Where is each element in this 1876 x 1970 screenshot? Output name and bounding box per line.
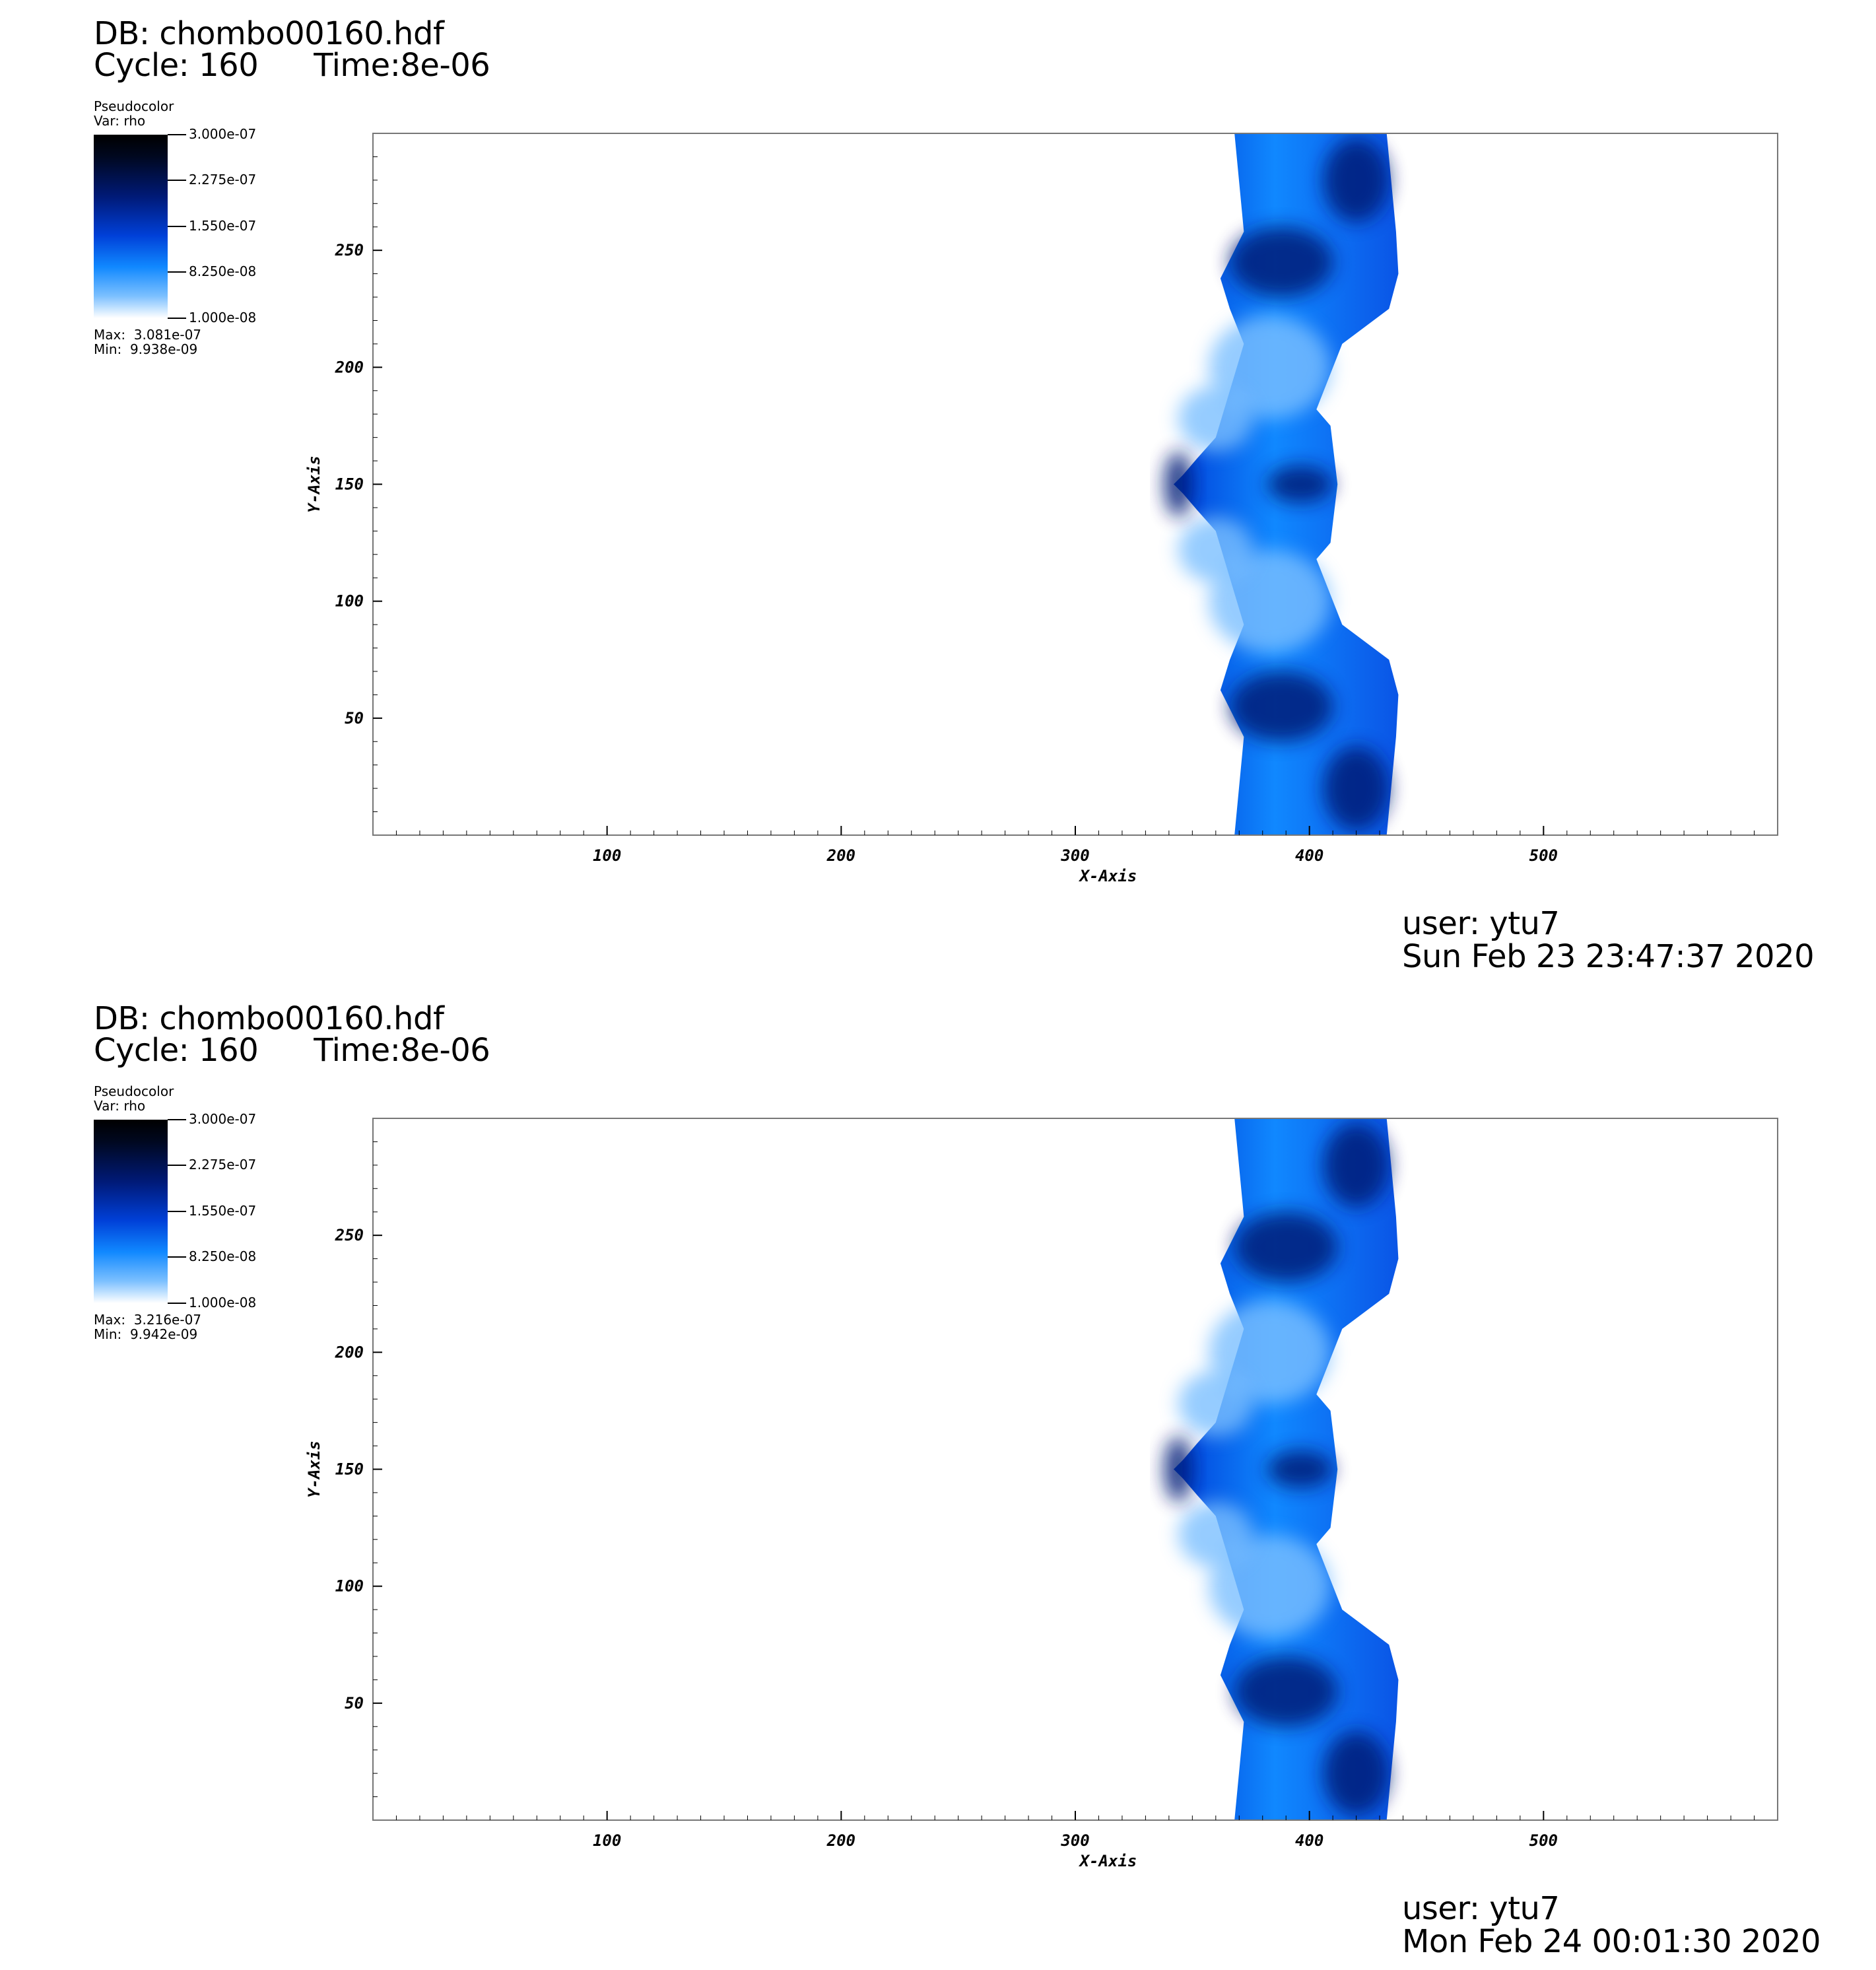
cycle-time-line: Cycle: 160 Time:8e-06 (94, 49, 490, 82)
colorbar-tick-label: 2.275e-07 (189, 172, 257, 187)
time-label: Time:8e-06 (314, 1032, 490, 1069)
y-tick-label: 50 (345, 709, 364, 728)
legend-min: Min: 9.938e-09 (94, 341, 198, 357)
density-field (1164, 1118, 1399, 1820)
x-tick-label: 300 (1060, 846, 1089, 865)
high-density-region (1234, 1211, 1338, 1283)
x-axis-title: X-Axis (1079, 867, 1137, 885)
date-label: Sun Feb 23 23:47:37 2020 (1402, 938, 1815, 975)
cycle-label: Cycle: 160 (94, 47, 259, 84)
colorbar-tick (168, 134, 186, 135)
low-density-region (1209, 1534, 1331, 1638)
colorbar-tick-label: 8.250e-08 (189, 1248, 257, 1264)
colorbar-tick (168, 1303, 186, 1304)
database-title: DB: chombo00160.hdf (94, 15, 444, 52)
y-axis-title: Y-Axis (305, 1441, 323, 1498)
high-density-region (1323, 138, 1390, 222)
cycle-label: Cycle: 160 (94, 1032, 259, 1069)
colorbar-tick (168, 1211, 186, 1212)
low-density-region (1209, 1301, 1331, 1404)
legend-max: Max: 3.216e-07 (94, 1312, 202, 1328)
colorbar-tick-label: 3.000e-07 (189, 1111, 257, 1127)
plot-panel-2: DB: chombo00160.hdf Cycle: 160 Time:8e-06… (0, 985, 1876, 1970)
high-density-region (1164, 451, 1193, 518)
y-tick-label: 50 (345, 1694, 364, 1713)
y-tick-label: 150 (335, 1460, 364, 1479)
legend-variable: Var: rho (94, 113, 146, 129)
colorbar-tick (168, 271, 186, 273)
x-tick-label: 400 (1295, 1831, 1323, 1850)
colorbar-tick-label: 8.250e-08 (189, 263, 257, 279)
colorbar-tick (168, 1165, 186, 1166)
colorbar-tick (168, 180, 186, 181)
high-density-region (1323, 746, 1390, 831)
y-tick-label: 150 (335, 475, 364, 494)
time-label: Time:8e-06 (314, 47, 490, 84)
high-density-region (1267, 465, 1333, 503)
x-tick-label: 500 (1529, 846, 1558, 865)
x-tick-label: 100 (593, 1831, 621, 1850)
low-density-region (1209, 316, 1331, 419)
y-tick-label: 250 (335, 241, 364, 259)
user-label: user: ytu7 (1402, 905, 1560, 942)
pseudocolor-plot: 100 200 300 400 500 50 100 150 200 250 X-Axis Y-Axi… (305, 1118, 1778, 1870)
low-density-region (1178, 517, 1254, 583)
y-tick-label: 250 (335, 1226, 364, 1244)
high-density-region (1230, 671, 1333, 742)
colorbar-tick (168, 1119, 186, 1120)
legend-plot-type: Pseudocolor (94, 98, 174, 114)
high-density-region (1230, 226, 1333, 298)
low-density-region (1178, 386, 1254, 452)
x-axis-title: X-Axis (1079, 1852, 1137, 1870)
legend-variable: Var: rho (94, 1098, 146, 1114)
density-field (1164, 133, 1399, 835)
low-density-region (1178, 1502, 1254, 1568)
x-tick-label: 200 (826, 1831, 855, 1850)
legend-min: Min: 9.942e-09 (94, 1326, 198, 1342)
y-axis-title: Y-Axis (305, 456, 323, 513)
user-label: user: ytu7 (1402, 1890, 1560, 1927)
colorbar-tick-label: 1.550e-07 (189, 1203, 257, 1219)
x-tick-label: 500 (1529, 1831, 1558, 1850)
color-bar (94, 135, 168, 318)
x-tick-label: 400 (1295, 846, 1323, 865)
y-tick-label: 100 (335, 1577, 364, 1596)
colorbar-tick (168, 1256, 186, 1258)
colorbar-tick-label: 1.000e-08 (189, 310, 257, 325)
y-tick-label: 200 (335, 1343, 364, 1361)
legend-max: Max: 3.081e-07 (94, 327, 202, 343)
high-density-region (1323, 1123, 1390, 1207)
high-density-region (1267, 1450, 1333, 1488)
high-density-region (1323, 1731, 1390, 1816)
x-tick-label: 200 (826, 846, 855, 865)
color-bar (94, 1120, 168, 1303)
plot-frame (372, 133, 1778, 836)
colorbar-tick-label: 2.275e-07 (189, 1157, 257, 1172)
low-density-region (1209, 549, 1331, 653)
colorbar-tick-label: 1.550e-07 (189, 218, 257, 234)
pseudocolor-plot: 100 200 300 400 500 50 100 150 200 250 X-Axis Y-Axi… (305, 133, 1778, 885)
database-title: DB: chombo00160.hdf (94, 1000, 444, 1037)
high-density-region (1234, 1656, 1338, 1727)
y-tick-label: 200 (335, 358, 364, 376)
x-tick-label: 100 (593, 846, 621, 865)
y-tick-label: 100 (335, 592, 364, 611)
plot-frame (372, 1118, 1778, 1821)
colorbar-tick (168, 318, 186, 319)
cycle-time-line: Cycle: 160 Time:8e-06 (94, 1034, 490, 1067)
colorbar-tick-label: 3.000e-07 (189, 126, 257, 142)
x-tick-label: 300 (1060, 1831, 1089, 1850)
date-label: Mon Feb 24 00:01:30 2020 (1402, 1923, 1821, 1960)
high-density-region (1164, 1436, 1193, 1503)
colorbar-tick-label: 1.000e-08 (189, 1295, 257, 1310)
low-density-region (1178, 1371, 1254, 1437)
legend-plot-type: Pseudocolor (94, 1083, 174, 1099)
plot-panel-1: DB: chombo00160.hdf Cycle: 160 Time:8e-06… (94, 15, 1815, 975)
colorbar-tick (168, 226, 186, 227)
